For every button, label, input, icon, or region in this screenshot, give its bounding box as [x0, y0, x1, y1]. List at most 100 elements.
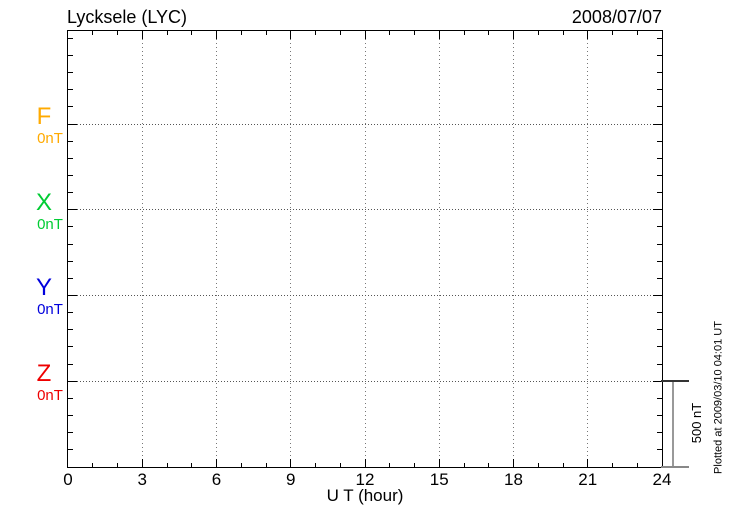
y-tick-right	[657, 312, 662, 314]
y-tick-right	[653, 123, 662, 125]
x-tick-bottom	[364, 459, 366, 467]
y-tick-left	[68, 157, 73, 159]
x-tick-bottom	[315, 463, 316, 467]
y-tick-right	[657, 72, 662, 74]
y-tick-left	[68, 329, 73, 331]
page-title: Lycksele (LYC)	[67, 7, 188, 27]
y-tick-right	[653, 380, 662, 382]
y-tick-right	[657, 260, 662, 262]
grid-line-vertical	[364, 31, 366, 467]
x-tick-bottom	[612, 463, 613, 467]
x-tick-label-3: 3	[137, 470, 147, 489]
x-axis-label: U T (hour)	[326, 486, 404, 505]
y-tick-right	[657, 174, 662, 176]
x-tick-top	[389, 31, 391, 35]
x-tick-top	[438, 31, 440, 39]
x-tick-top	[166, 31, 168, 35]
x-tick-bottom	[265, 463, 267, 467]
x-tick-top	[587, 31, 589, 39]
plot-area	[67, 30, 663, 468]
grid-line-vertical	[438, 31, 440, 467]
x-tick-bottom	[463, 463, 465, 467]
y-tick-right	[657, 397, 662, 399]
component-offset-label-F: 0nT	[37, 130, 63, 147]
baseline-dotted	[68, 380, 662, 382]
y-tick-left	[68, 123, 77, 125]
x-tick-label-6: 6	[211, 470, 222, 489]
y-tick-left	[68, 260, 73, 262]
y-tick-right	[657, 54, 662, 56]
y-tick-right	[657, 226, 662, 228]
x-tick-top	[290, 31, 292, 39]
x-tick-bottom	[513, 459, 514, 467]
x-tick-bottom	[216, 459, 217, 467]
x-tick-bottom	[414, 463, 415, 467]
component-label-X: X	[35, 188, 52, 216]
x-tick-bottom	[339, 463, 341, 467]
y-tick-left	[68, 106, 73, 108]
baseline-dotted	[68, 209, 662, 211]
y-tick-left	[68, 140, 73, 142]
y-tick-right	[657, 37, 662, 39]
y-tick-left	[68, 397, 73, 399]
y-tick-left	[68, 89, 73, 91]
x-tick-bottom	[92, 463, 94, 467]
x-tick-bottom	[389, 463, 391, 467]
y-tick-left	[68, 312, 73, 314]
x-tick-bottom	[240, 463, 242, 467]
y-tick-left	[68, 294, 77, 296]
scale-bar-cap-top	[661, 380, 689, 382]
grid-line-vertical	[587, 31, 589, 467]
plot-timestamp: Plotted at 2009/03/10 04:01 UT	[712, 321, 725, 474]
y-tick-right	[657, 414, 662, 416]
y-tick-left	[68, 346, 73, 348]
grid-line-vertical	[290, 31, 292, 467]
x-tick-top	[513, 31, 514, 39]
x-tick-bottom	[488, 463, 490, 467]
scale-bar	[672, 381, 674, 467]
y-tick-left	[68, 449, 73, 451]
x-tick-bottom	[290, 459, 292, 467]
y-tick-left	[68, 72, 73, 74]
y-tick-right	[657, 192, 662, 194]
x-tick-top	[636, 31, 638, 35]
x-tick-bottom	[191, 463, 193, 467]
y-tick-left	[68, 54, 73, 56]
y-tick-right	[657, 106, 662, 108]
x-tick-top	[612, 31, 613, 35]
x-tick-top	[141, 31, 143, 39]
scale-bar-label: 500 nT	[689, 402, 704, 444]
x-tick-top	[537, 31, 539, 35]
y-tick-left	[68, 380, 77, 382]
x-tick-label-12: 12	[355, 470, 375, 489]
x-tick-top	[463, 31, 465, 35]
component-label-Y: Y	[35, 274, 52, 302]
x-tick-bottom	[537, 463, 539, 467]
x-tick-label-24: 24	[652, 470, 672, 489]
x-tick-label-21: 21	[578, 470, 598, 489]
component-offset-label-Y: 0nT	[37, 301, 63, 319]
y-tick-right	[657, 346, 662, 348]
component-label-F: F	[36, 103, 52, 130]
y-tick-left	[68, 37, 73, 39]
y-tick-left	[68, 226, 73, 228]
y-tick-left	[68, 192, 73, 194]
grid-line-vertical	[216, 31, 217, 467]
y-tick-right	[657, 157, 662, 159]
x-tick-top	[216, 31, 217, 39]
y-tick-left	[68, 363, 73, 365]
x-tick-top	[414, 31, 415, 35]
baseline-dotted	[68, 123, 662, 125]
component-offset-label-Z: 0nT	[37, 387, 63, 405]
x-tick-bottom	[141, 459, 143, 467]
x-tick-bottom	[117, 463, 118, 467]
x-tick-label-15: 15	[429, 470, 449, 489]
x-tick-top	[240, 31, 242, 35]
y-tick-right	[657, 243, 662, 245]
y-tick-left	[68, 277, 73, 279]
x-tick-bottom	[166, 463, 168, 467]
component-label-Z: Z	[36, 360, 52, 388]
x-tick-top	[265, 31, 267, 35]
y-tick-right	[657, 140, 662, 142]
y-tick-left	[68, 209, 77, 211]
